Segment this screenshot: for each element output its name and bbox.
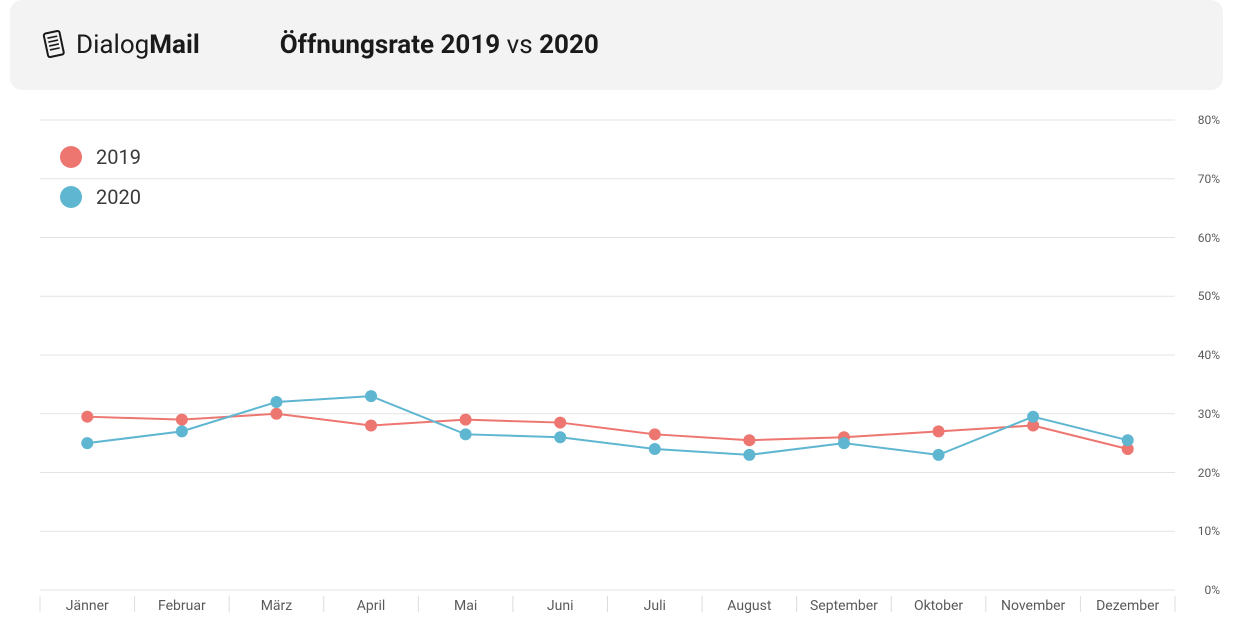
title-part1: Öffnungsrate 2019	[280, 30, 500, 60]
series-marker	[1027, 411, 1039, 423]
legend: 2019 2020	[60, 145, 141, 225]
series-marker	[554, 431, 566, 443]
legend-label: 2019	[96, 145, 141, 169]
x-tick-label: April	[357, 598, 386, 614]
logo-text: DialogMail	[76, 30, 200, 60]
series-marker	[270, 396, 282, 408]
y-tick-label: 10%	[1198, 524, 1220, 538]
logo: DialogMail	[40, 29, 200, 61]
y-tick-label: 60%	[1198, 231, 1220, 245]
y-tick-label: 70%	[1198, 172, 1220, 186]
y-tick-label: 40%	[1198, 348, 1220, 362]
legend-label: 2020	[96, 185, 141, 209]
x-tick-label: November	[1001, 598, 1065, 614]
chart-title: Öffnungsrate 2019 vs 2020	[280, 30, 599, 60]
chart-area: 2019 2020 0% 10% 20% 30% 40% 50% 60% 70% 80% Jänn…	[10, 110, 1223, 620]
series-marker	[554, 417, 566, 429]
chart-svg	[10, 110, 1223, 620]
series-marker	[176, 425, 188, 437]
y-tick-label: 80%	[1198, 113, 1220, 127]
series-marker	[460, 428, 472, 440]
x-tick-label: Dezember	[1096, 598, 1159, 614]
series-marker	[365, 420, 377, 432]
series-marker	[933, 425, 945, 437]
title-part2: 2020	[539, 30, 599, 60]
logo-suffix: Mail	[149, 30, 199, 60]
series-marker	[743, 434, 755, 446]
series-marker	[460, 414, 472, 426]
series-marker	[81, 411, 93, 423]
logo-prefix: Dialog	[76, 30, 149, 60]
series-marker	[270, 408, 282, 420]
legend-item: 2019	[60, 145, 141, 169]
series-marker	[1122, 434, 1134, 446]
series-marker	[743, 449, 755, 461]
series-marker	[649, 443, 661, 455]
newspaper-icon	[40, 29, 68, 61]
legend-dot	[60, 186, 82, 208]
legend-item: 2020	[60, 185, 141, 209]
x-tick-label: Februar	[158, 598, 206, 614]
x-tick-label: August	[727, 598, 771, 614]
x-tick-label: Juli	[644, 598, 666, 614]
x-tick-label: Oktober	[914, 598, 963, 614]
x-tick-label: Jänner	[66, 598, 109, 614]
series-group	[81, 390, 1133, 461]
y-tick-label: 50%	[1198, 289, 1220, 303]
series-marker	[933, 449, 945, 461]
x-tick-label: März	[261, 598, 293, 614]
title-vs: vs	[507, 30, 533, 60]
gridlines	[40, 120, 1175, 590]
x-tick-label: September	[810, 598, 878, 614]
series-marker	[365, 390, 377, 402]
series-marker	[176, 414, 188, 426]
x-tick-label: Juni	[547, 598, 574, 614]
y-tick-label: 0%	[1204, 583, 1220, 597]
x-tick-label: Mai	[454, 598, 477, 614]
series-line	[87, 396, 1127, 455]
series-marker	[838, 437, 850, 449]
series-marker	[649, 428, 661, 440]
y-tick-label: 30%	[1198, 407, 1220, 421]
legend-dot	[60, 146, 82, 168]
y-tick-label: 20%	[1198, 466, 1220, 480]
header-bar: DialogMail Öffnungsrate 2019 vs 2020	[10, 0, 1223, 90]
series-marker	[81, 437, 93, 449]
